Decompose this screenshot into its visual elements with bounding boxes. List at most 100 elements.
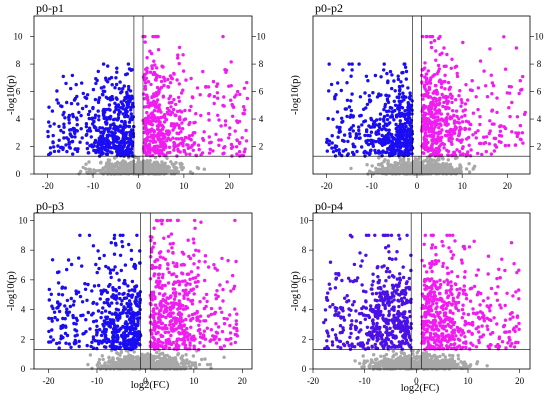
data-point xyxy=(347,105,352,109)
data-point xyxy=(455,148,459,152)
data-point xyxy=(457,133,461,138)
data-point xyxy=(184,283,188,287)
data-point xyxy=(473,131,478,135)
data-point xyxy=(381,167,386,171)
data-point xyxy=(443,133,448,138)
data-point xyxy=(180,357,184,361)
data-point xyxy=(152,145,156,149)
data-point xyxy=(390,168,395,172)
data-point xyxy=(489,152,494,156)
data-point xyxy=(107,103,112,107)
data-point xyxy=(84,329,88,334)
data-point xyxy=(142,145,146,149)
data-point xyxy=(104,315,108,319)
data-point xyxy=(75,149,80,154)
data-point xyxy=(169,232,174,236)
data-point xyxy=(484,135,489,139)
data-point xyxy=(503,126,508,131)
data-point xyxy=(105,143,109,148)
data-point xyxy=(127,242,131,247)
data-point xyxy=(138,301,142,305)
data-point xyxy=(397,92,402,96)
data-point xyxy=(156,127,160,131)
data-point xyxy=(57,138,61,142)
data-point xyxy=(160,144,165,148)
data-point xyxy=(166,85,171,89)
x-tick-label: 0 xyxy=(415,181,420,191)
data-point xyxy=(169,76,174,80)
data-point xyxy=(189,270,194,274)
data-point xyxy=(74,316,79,320)
data-point xyxy=(360,145,364,149)
data-point xyxy=(104,333,108,338)
data-point xyxy=(161,293,166,298)
data-point xyxy=(52,149,57,154)
data-point xyxy=(428,78,432,82)
data-point xyxy=(180,366,185,371)
data-point xyxy=(342,133,347,137)
data-point xyxy=(499,124,503,128)
data-point xyxy=(107,310,112,315)
data-point xyxy=(129,248,134,253)
data-point xyxy=(177,61,181,66)
data-point xyxy=(428,119,432,124)
data-point xyxy=(126,326,131,330)
data-point xyxy=(109,134,114,138)
data-point xyxy=(450,142,454,146)
data-point xyxy=(113,86,117,90)
data-point xyxy=(69,262,74,267)
data-point xyxy=(177,292,182,296)
data-point xyxy=(115,271,119,275)
data-point xyxy=(101,93,105,97)
data-point xyxy=(50,109,55,113)
data-point xyxy=(136,156,141,160)
data-point xyxy=(444,64,448,68)
data-point xyxy=(447,106,451,111)
data-point xyxy=(68,146,73,150)
data-point xyxy=(422,142,426,147)
data-point xyxy=(91,300,96,305)
data-point xyxy=(147,128,151,133)
data-point xyxy=(98,328,102,332)
data-point xyxy=(427,87,432,91)
data-point xyxy=(198,331,202,336)
data-point xyxy=(428,165,432,169)
data-point xyxy=(161,272,165,277)
data-point xyxy=(406,86,410,90)
data-point xyxy=(461,109,465,113)
data-point xyxy=(107,339,112,344)
data-point xyxy=(159,79,164,84)
data-point xyxy=(184,152,188,156)
data-point xyxy=(365,151,369,155)
data-point xyxy=(118,125,122,129)
data-point xyxy=(233,307,237,311)
data-point xyxy=(150,64,154,68)
data-point xyxy=(158,87,162,91)
data-point xyxy=(51,141,55,145)
data-point xyxy=(202,319,206,323)
data-point xyxy=(209,306,214,311)
data-point xyxy=(155,258,159,262)
data-point xyxy=(385,97,390,101)
data-point xyxy=(169,105,173,109)
data-point xyxy=(166,111,170,115)
data-point xyxy=(343,107,347,111)
data-point xyxy=(167,145,172,149)
data-point xyxy=(157,312,161,316)
data-point xyxy=(190,361,195,365)
data-point xyxy=(214,341,219,345)
data-point xyxy=(102,324,106,328)
data-point xyxy=(241,111,245,116)
data-point xyxy=(126,62,131,66)
data-point xyxy=(172,148,176,152)
data-point xyxy=(117,358,121,362)
data-point xyxy=(104,116,108,120)
data-point xyxy=(155,306,159,310)
data-point xyxy=(165,131,169,135)
data-point xyxy=(401,91,405,95)
data-point xyxy=(79,127,83,131)
data-point xyxy=(325,149,329,153)
data-point xyxy=(146,149,150,153)
data-point xyxy=(205,299,209,304)
